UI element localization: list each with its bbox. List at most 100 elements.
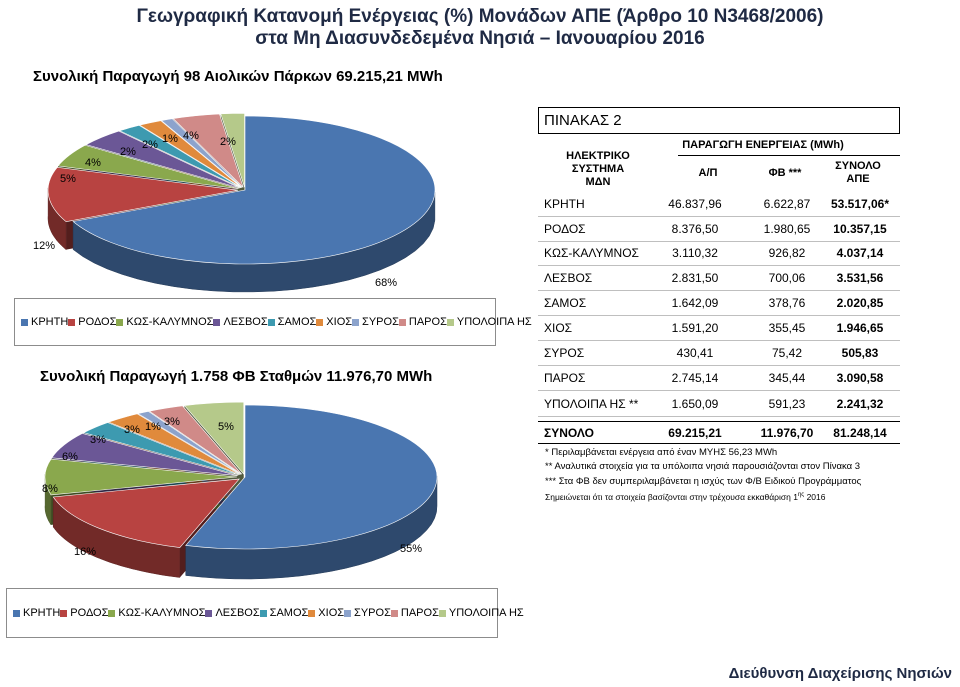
- legend-label: ΠΑΡΟΣ: [408, 316, 447, 328]
- slice-ΣΥΡΟΣ: [137, 411, 242, 475]
- slice-ΠΑΡΟΣ: [148, 405, 243, 475]
- table-rule: [538, 443, 900, 444]
- table-rule: [538, 340, 900, 341]
- cell-total: 1.946,65: [836, 321, 884, 335]
- table-rule: [538, 390, 900, 391]
- cell-name: ΣΥΝΟΛΟ: [544, 426, 594, 440]
- legend-swatch: [446, 318, 454, 326]
- cell-ap: 3.110,32: [672, 246, 718, 260]
- legend-swatch: [316, 318, 324, 326]
- legend-item-ΚΡΗΤΗ: ΚΡΗΤΗ: [21, 316, 68, 328]
- slice-label-ΣΥΡΟΣ: 1%: [162, 133, 178, 145]
- cell-total: 505,83: [841, 346, 879, 360]
- footnote-1: * Περιλαμβάνεται ενέργεια από έναν ΜΥΗΣ …: [545, 447, 778, 458]
- legend-swatch: [68, 318, 76, 326]
- slice-ΛΕΣΒΟΣ: [85, 130, 241, 189]
- legend-item-ΣΑΜΟΣ: ΣΑΜΟΣ: [259, 607, 308, 619]
- legend-swatch: [438, 609, 446, 617]
- table-row: ΡΟΔΟΣ 8.376,50 1.980,65 10.357,15: [538, 217, 900, 241]
- slice-label-ΛΕΣΒΟΣ: 6%: [62, 451, 78, 463]
- legend-label: ΧΙΟΣ: [326, 316, 353, 328]
- slice-ΚΩΣ-ΚΑΛΥΜΝΟΣ: [44, 458, 238, 496]
- cell-fb: 378,76: [768, 296, 806, 310]
- slice-label-ΧΙΟΣ: 3%: [124, 424, 140, 436]
- table-row: ΚΡΗΤΗ 46.837,96 6.622,87 53.517,06*: [538, 192, 900, 216]
- legend-swatch: [308, 609, 316, 617]
- wind-parks-pie-chart: 68% 12% 5% 4% 2% 2% 1% 4% 2%: [33, 112, 436, 293]
- table-rule: [538, 107, 900, 108]
- legend-label: ΣΑΜΟΣ: [277, 316, 317, 328]
- table-rule: [538, 241, 900, 242]
- slice-ΠΑΡΟΣ: [172, 113, 244, 188]
- header-ap: Α/Π: [698, 167, 718, 179]
- table-rule: [538, 216, 900, 217]
- legend-item-ΚΡΗΤΗ: ΚΡΗΤΗ: [13, 607, 60, 619]
- cell-total: 3.531,56: [836, 271, 884, 285]
- slice-label-ΚΩΣ-ΚΑΛΥΜΝΟΣ: 8%: [42, 483, 58, 495]
- legend-label: ΣΥΡΟΣ: [362, 316, 399, 328]
- slice-label-ΣΥΡΟΣ: 1%: [145, 421, 161, 433]
- slice-ΧΙΟΣ: [107, 413, 241, 475]
- legend-label: ΚΡΗΤΗ: [23, 607, 61, 619]
- slice-ΥΠΟΛΟΙΠΑ ΗΣ: [183, 401, 245, 475]
- cell-fb: 6.622,87: [763, 197, 811, 211]
- slice-ΚΡΗΤΗ: [185, 404, 438, 550]
- legend-item-ΡΟΔΟΣ: ΡΟΔΟΣ: [68, 316, 116, 328]
- legend-item-ΣΥΡΟΣ: ΣΥΡΟΣ: [352, 316, 399, 328]
- slice-label-ΡΟΔΟΣ: 16%: [74, 546, 96, 558]
- legend-item-ΚΩΣ-ΚΑΛΥΜΝΟΣ: ΚΩΣ-ΚΑΛΥΜΝΟΣ: [116, 316, 213, 328]
- cell-ap: 46.837,96: [668, 197, 722, 211]
- legend-swatch: [259, 609, 267, 617]
- legend-label: ΧΙΟΣ: [318, 607, 345, 619]
- table-rule: [538, 416, 900, 417]
- table-rule: [538, 365, 900, 366]
- legend-label: ΛΕΣΒΟΣ: [223, 316, 268, 328]
- cell-ap: 1.642,09: [671, 296, 719, 310]
- cell-name: ΡΟΔΟΣ: [544, 222, 586, 236]
- cell-ap: 1.591,20: [671, 321, 719, 335]
- legend-swatch: [205, 609, 213, 617]
- table-row: ΠΑΡΟΣ 2.745,14 345,44 3.090,58: [538, 366, 900, 390]
- table-rule: [538, 133, 900, 134]
- slice-label-ΚΩΣ-ΚΑΛΥΜΝΟΣ: 5%: [60, 173, 76, 185]
- header-system: ΗΛΕΚΤΡΙΚΟ ΣΥΣΤΗΜΑ ΜΔΝ: [566, 150, 630, 188]
- cell-name: ΠΑΡΟΣ: [544, 371, 586, 385]
- cell-name: ΣΑΜΟΣ: [544, 296, 587, 310]
- cell-name: ΚΩΣ-ΚΑΛΥΜΝΟΣ: [544, 246, 639, 260]
- legend-label: ΥΠΟΛΟΙΠΑ ΗΣ: [456, 316, 532, 328]
- footnote-2: ** Αναλυτικά στοιχεία για τα υπόλοιπα νη…: [545, 461, 861, 472]
- legend-swatch: [398, 318, 406, 326]
- slice-ΡΟΔΟΣ: [52, 478, 240, 548]
- slice-ΣΥΡΟΣ: [160, 118, 243, 188]
- slice-label-ΚΡΗΤΗ: 68%: [375, 277, 397, 289]
- pv-stations-pie-chart: 55%16%8%6%3%3% 1% 3% 5%: [42, 401, 438, 580]
- legend-label: ΚΡΗΤΗ: [31, 316, 69, 328]
- table-rule: [538, 265, 900, 266]
- slice-label-ΠΑΡΟΣ: 3%: [164, 416, 180, 428]
- table-rule: [538, 290, 900, 291]
- cell-fb: 700,06: [768, 271, 806, 285]
- cell-total: 81.248,14: [833, 426, 887, 440]
- legend-swatch: [21, 318, 28, 326]
- cell-total: 2.020,85: [836, 296, 884, 310]
- cell-fb: 1.980,65: [763, 222, 811, 236]
- slice-ΚΡΗΤΗ: [72, 115, 436, 265]
- cell-total: 3.090,58: [836, 371, 884, 385]
- legend-swatch: [344, 609, 352, 617]
- legend-label: ΥΠΟΛΟΙΠΑ ΗΣ: [448, 607, 524, 619]
- header-fb: ΦΒ ***: [768, 167, 802, 179]
- table-rule: [538, 107, 539, 133]
- legend-item-ΛΕΣΒΟΣ: ΛΕΣΒΟΣ: [213, 316, 268, 328]
- footnote-3: *** Στα ΦΒ δεν συμπεριλαμβάνεται η ισχύς…: [545, 476, 862, 487]
- legend-label: ΡΟΔΟΣ: [70, 607, 109, 619]
- cell-total: 10.357,15: [833, 222, 887, 236]
- cell-fb: 926,82: [768, 246, 806, 260]
- cell-fb: 75,42: [771, 346, 803, 360]
- legend-swatch: [213, 318, 221, 326]
- legend-item-ΧΙΟΣ: ΧΙΟΣ: [308, 607, 344, 619]
- cell-fb: 11.976,70: [760, 426, 814, 440]
- slice-ΧΙΟΣ: [139, 120, 242, 188]
- cell-fb: 355,45: [768, 321, 806, 335]
- legend-swatch: [352, 318, 360, 326]
- table-rule: [899, 107, 900, 133]
